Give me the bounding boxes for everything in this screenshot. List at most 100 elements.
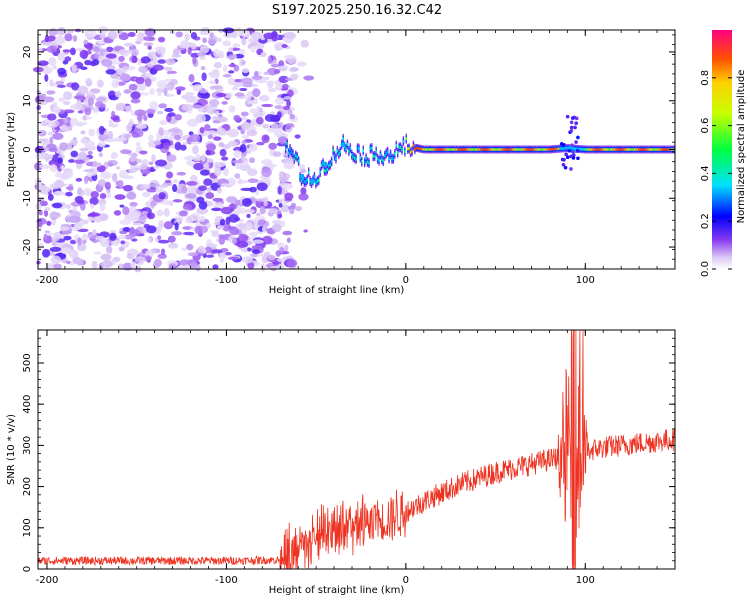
spectrogram-signal-cell [540,148,542,151]
spectrogram-noise-blob [193,162,205,171]
spectrogram-spread-blob [569,125,574,130]
spectrogram-noise-blob [263,135,269,141]
spectrogram-noise-blob [97,141,106,148]
spectrogram-noise-blob [215,110,220,117]
spectrogram-signal-cell [285,147,287,151]
spectrogram-noise-blob [201,72,207,82]
spectrogram-signal-cell [635,148,637,151]
spectrogram-noise-blob [82,156,90,162]
spectrogram-noise-blob [148,183,161,188]
spectrogram-spread-blob [571,150,575,154]
spectrogram-noise-blob [115,102,127,111]
spectrogram-noise-blob [40,141,51,145]
spectrogram-noise-blob [38,47,43,52]
spectrogram-signal-cell [355,157,357,161]
spectrogram-noise-blob [226,196,238,203]
spectrogram-signal-cell [412,144,415,148]
spectrogram-spread-blob [569,120,574,125]
spectrogram-noise-blob [140,210,149,215]
spectrogram-noise-blob [66,30,75,34]
spectrogram-noise-blob [65,186,74,190]
spectrogram-noise-blob [249,157,255,164]
spectrogram-noise-blob [130,98,141,104]
spectrogram-signal-cell [501,148,504,151]
spectrogram-noise-blob [147,45,152,50]
spectrogram-noise-blob [35,152,42,161]
spectrogram-signal-cell [417,146,419,150]
spectrogram-noise-blob [188,73,195,83]
spectrogram-signal-cell [493,148,495,151]
spectrogram-signal-cell [371,146,373,150]
spectrogram-signal-cell [606,148,608,151]
spectrogram-noise-blob [62,49,71,53]
spectrogram-signal-cell [633,148,636,151]
spectrogram-noise-blob [110,152,119,159]
spectrogram-noise-blob [118,179,124,189]
spectrogram-noise-blob [93,251,102,255]
spectrogram-noise-blob [255,106,262,114]
spectrogram-noise-blob [185,181,198,186]
spectrogram-noise-blob [152,262,161,269]
spectrogram-noise-blob [158,192,166,200]
spectrogram-signal-cell [521,148,524,151]
spectrogram-signal-cell [533,148,535,151]
spectrogram-noise-blob [262,225,267,234]
spectrogram-noise-blob [179,210,188,217]
spectrogram-noise-blob [47,113,57,121]
spectrogram-noise-blob [221,156,229,161]
spectrogram-noise-blob [77,85,89,95]
spectrogram-noise-blob [49,164,58,172]
spectrogram-noise-blob [120,149,132,155]
spectrogram-noise-blob [291,73,298,81]
spectrogram-noise-blob [123,42,134,47]
spectrogram-noise-blob [255,198,268,202]
spectrogram-signal-cell [612,148,614,151]
spectrogram-signal-cell [300,179,303,183]
spectrogram-signal-cell [511,148,514,151]
spectrogram-noise-blob [263,251,271,257]
spectrogram-noise-blob [75,177,83,182]
spectrogram-signal-cell [553,147,555,151]
spectrogram-signal-cell [609,148,611,151]
spectrogram-signal-cell [323,169,326,173]
spectrogram-noise-blob [89,60,97,67]
spectrogram-noise-blob [233,149,241,159]
spectrogram-noise-blob [222,223,232,232]
spectrogram-noise-blob [246,129,258,137]
spectrogram-signal-cell [490,148,492,151]
spectrogram-noise-blob [145,225,157,234]
spectrogram-noise-blob [96,48,108,53]
spectrogram-signal-cell [628,148,630,151]
figure-title: S197.2025.250.16.32.C42 [272,3,442,18]
spectrogram-spread-blob [569,129,574,133]
spectrogram-noise-blob [216,161,226,167]
spectrogram-noise-blob [109,30,115,35]
spectrogram-noise-blob [39,164,51,169]
spectrogram-signal-cell [625,148,627,151]
spectrogram-noise-blob [232,86,239,91]
spectrogram-noise-blob [160,138,170,143]
spectrogram-noise-blob [96,79,104,88]
spectrogram-noise-blob [200,45,210,54]
spectrogram-signal-cell [485,148,488,151]
spectrogram-noise-blob [41,66,53,75]
spectrogram-noise-blob [88,128,96,137]
spectrogram-spread-blob [569,167,573,171]
spectrogram-noise-blob [247,247,252,252]
spectrogram-signal-cell [455,148,458,151]
spectrogram-signal-cell [649,148,652,151]
spectrogram-signal-cell [615,148,617,151]
spectrogram-noise-blob [234,199,240,206]
spectrogram-y-tick-label: 20 [22,46,33,59]
spectrogram-noise-blob [190,212,201,221]
spectrogram-noise-blob [60,247,72,255]
spectrogram-signal-cell [320,163,323,168]
spectrogram-noise-blob [114,91,122,98]
spectrogram-noise-blob [212,264,219,270]
spectrogram-noise-blob [256,141,265,146]
spectrogram-noise-blob [52,101,58,107]
spectrogram-noise-blob [241,255,253,264]
spectrogram-spread-blob [575,148,580,153]
spectrogram-noise-blob [80,66,88,71]
snr-panel: -200 -100 0 100 0 100 200 300 400 500 Height of … [6,329,676,596]
